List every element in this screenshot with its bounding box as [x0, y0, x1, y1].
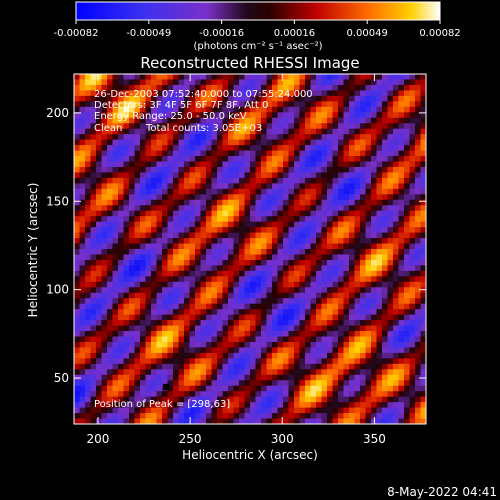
y-tick-label: 150: [46, 194, 69, 208]
axis-ticks: 200 250 300 350 50 100 150 200: [46, 74, 426, 446]
colorbar-tick-label: -0.00049: [126, 28, 171, 39]
plot-title: Reconstructed RHESSI Image: [140, 54, 359, 72]
x-tick-label: 350: [363, 432, 386, 446]
colorbar-tick-label: 0.00082: [419, 28, 460, 39]
colorbar-tick-label: -0.00016: [199, 28, 244, 39]
x-tick-label: 250: [179, 432, 202, 446]
colorbar-tick-label: -0.00082: [54, 28, 99, 39]
y-tick-label: 50: [54, 371, 69, 385]
energy-range-text: Energy Range: 25.0 - 50.0 keV: [94, 111, 247, 122]
colorbar-ticks: -0.00082 -0.00049 -0.00016 0.00016 0.00049 0.…: [54, 20, 461, 39]
detectors-text: Detectors: 3F 4F 5F 6F 7F 8F, Att 0: [94, 100, 268, 111]
reconstructed-image: [74, 74, 426, 424]
colorbar-tick-label: 0.00049: [347, 28, 388, 39]
x-tick-label: 200: [87, 432, 110, 446]
peak-marker: [163, 383, 170, 390]
x-axis-label: Heliocentric X (arcsec): [182, 448, 318, 462]
x-tick-label: 300: [271, 432, 294, 446]
total-counts-text: Total counts: 3.05E+03: [145, 123, 262, 134]
colorbar-unit-label: (photons cm⁻² s⁻¹ asec⁻²): [193, 41, 322, 52]
time-range-text: 26-Dec-2003 07:52:40.000 to 07:55:24.000: [94, 89, 313, 100]
peak-position-text: Position of Peak = [298,63]: [94, 399, 230, 410]
y-tick-label: 200: [46, 106, 69, 120]
colorbar-tick-label: 0.00016: [274, 28, 315, 39]
footer-date: 8-May-2022 04:41: [387, 485, 497, 499]
y-axis-label: Heliocentric Y (arcsec): [26, 183, 40, 318]
method-text: Clean: [94, 123, 122, 134]
colorbar: [75, 1, 441, 21]
y-tick-label: 100: [46, 283, 69, 297]
plot-frame: [73, 73, 427, 425]
